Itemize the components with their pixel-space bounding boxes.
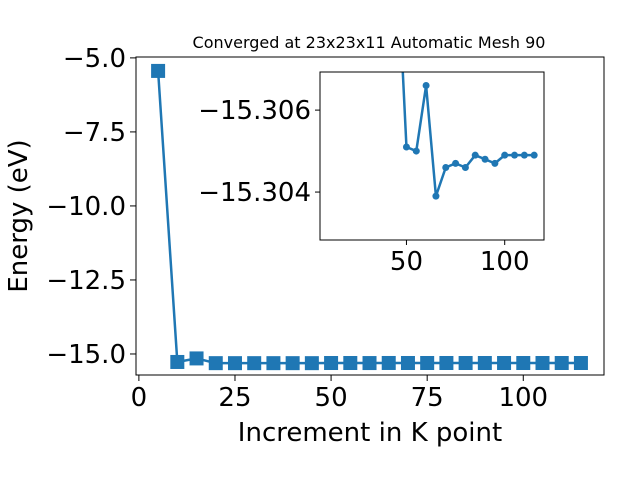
marker xyxy=(381,355,396,370)
marker xyxy=(412,147,420,155)
marker xyxy=(491,159,499,167)
y-tick-label: −15.304 xyxy=(198,178,311,208)
y-axis-label: Energy (eV) xyxy=(4,139,34,292)
marker xyxy=(266,356,281,371)
y-tick-label: −15.306 xyxy=(198,96,311,126)
marker xyxy=(452,159,460,167)
y-tick-label: −10.0 xyxy=(46,192,126,222)
marker xyxy=(343,356,358,371)
chart-title: Converged at 23x23x11 Automatic Mesh 90 xyxy=(193,33,546,52)
y-tick-label: −15.0 xyxy=(46,340,126,370)
series-group xyxy=(151,63,588,371)
y-tick-label: −5.0 xyxy=(63,44,126,74)
axes-frame xyxy=(135,56,605,376)
marker xyxy=(442,163,450,171)
marker xyxy=(422,82,430,90)
x-tick-label: 100 xyxy=(480,247,530,277)
marker xyxy=(420,355,435,370)
marker xyxy=(461,163,469,171)
x-tick-label: 100 xyxy=(498,383,548,413)
marker xyxy=(362,356,377,371)
series-group xyxy=(401,72,538,200)
x-tick-label: 50 xyxy=(390,247,423,277)
x-axis-label: Increment in K point xyxy=(238,418,502,448)
marker xyxy=(402,143,410,151)
marker xyxy=(189,351,204,366)
marker xyxy=(471,151,479,159)
marker xyxy=(324,356,339,371)
marker xyxy=(535,356,550,371)
marker xyxy=(516,356,531,371)
marker xyxy=(511,151,519,159)
marker xyxy=(554,356,569,371)
x-tick-label: 0 xyxy=(131,383,148,413)
marker xyxy=(285,356,300,371)
marker xyxy=(520,151,528,159)
marker xyxy=(151,63,166,78)
marker xyxy=(481,155,489,163)
marker xyxy=(458,356,473,371)
y-tick-label: −12.5 xyxy=(46,266,126,296)
marker xyxy=(170,354,185,369)
axes-frame xyxy=(319,71,545,241)
marker xyxy=(439,355,454,370)
x-tick-label: 75 xyxy=(411,383,444,413)
marker xyxy=(432,192,440,200)
marker xyxy=(304,356,319,371)
marker xyxy=(477,356,492,371)
marker xyxy=(227,356,242,371)
y-tick-label: −7.5 xyxy=(63,118,126,148)
marker xyxy=(400,355,415,370)
marker xyxy=(530,151,538,159)
marker xyxy=(247,356,262,371)
marker xyxy=(501,151,509,159)
marker xyxy=(208,356,223,371)
marker xyxy=(497,355,512,370)
x-tick-label: 50 xyxy=(315,383,348,413)
x-tick-label: 25 xyxy=(218,383,251,413)
marker xyxy=(573,356,588,371)
